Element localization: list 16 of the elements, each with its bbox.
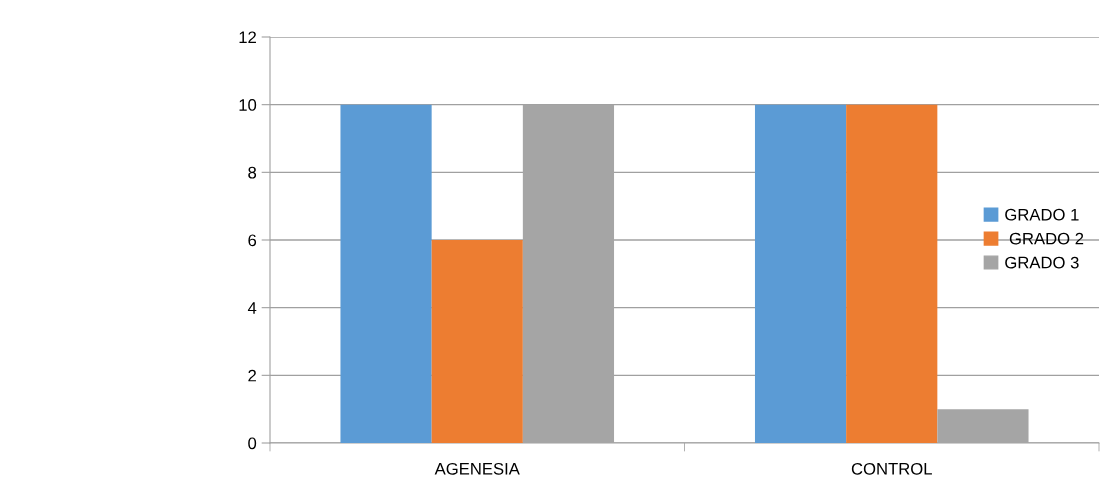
y-tick-label: 0 — [248, 437, 257, 450]
x-tick-label: CONTROL — [851, 462, 932, 475]
y-tick-label: 8 — [248, 166, 257, 179]
y-tick-label: 12 — [239, 31, 256, 44]
legend-label: GRADO 3 — [1005, 256, 1079, 269]
y-tick-label: 4 — [247, 302, 257, 314]
bar — [431, 240, 523, 443]
y-tick-label: 10 — [239, 99, 257, 111]
y-tick-label: 2 — [248, 369, 256, 382]
legend-label: GRADO 2 — [1009, 232, 1084, 245]
bar — [846, 104, 938, 443]
bar — [340, 104, 432, 443]
legend-label: GRADO 1 — [1005, 208, 1079, 221]
bar — [754, 104, 847, 443]
x-tick-label: AGENESIA — [434, 462, 520, 475]
y-tick-label: 6 — [248, 234, 257, 247]
